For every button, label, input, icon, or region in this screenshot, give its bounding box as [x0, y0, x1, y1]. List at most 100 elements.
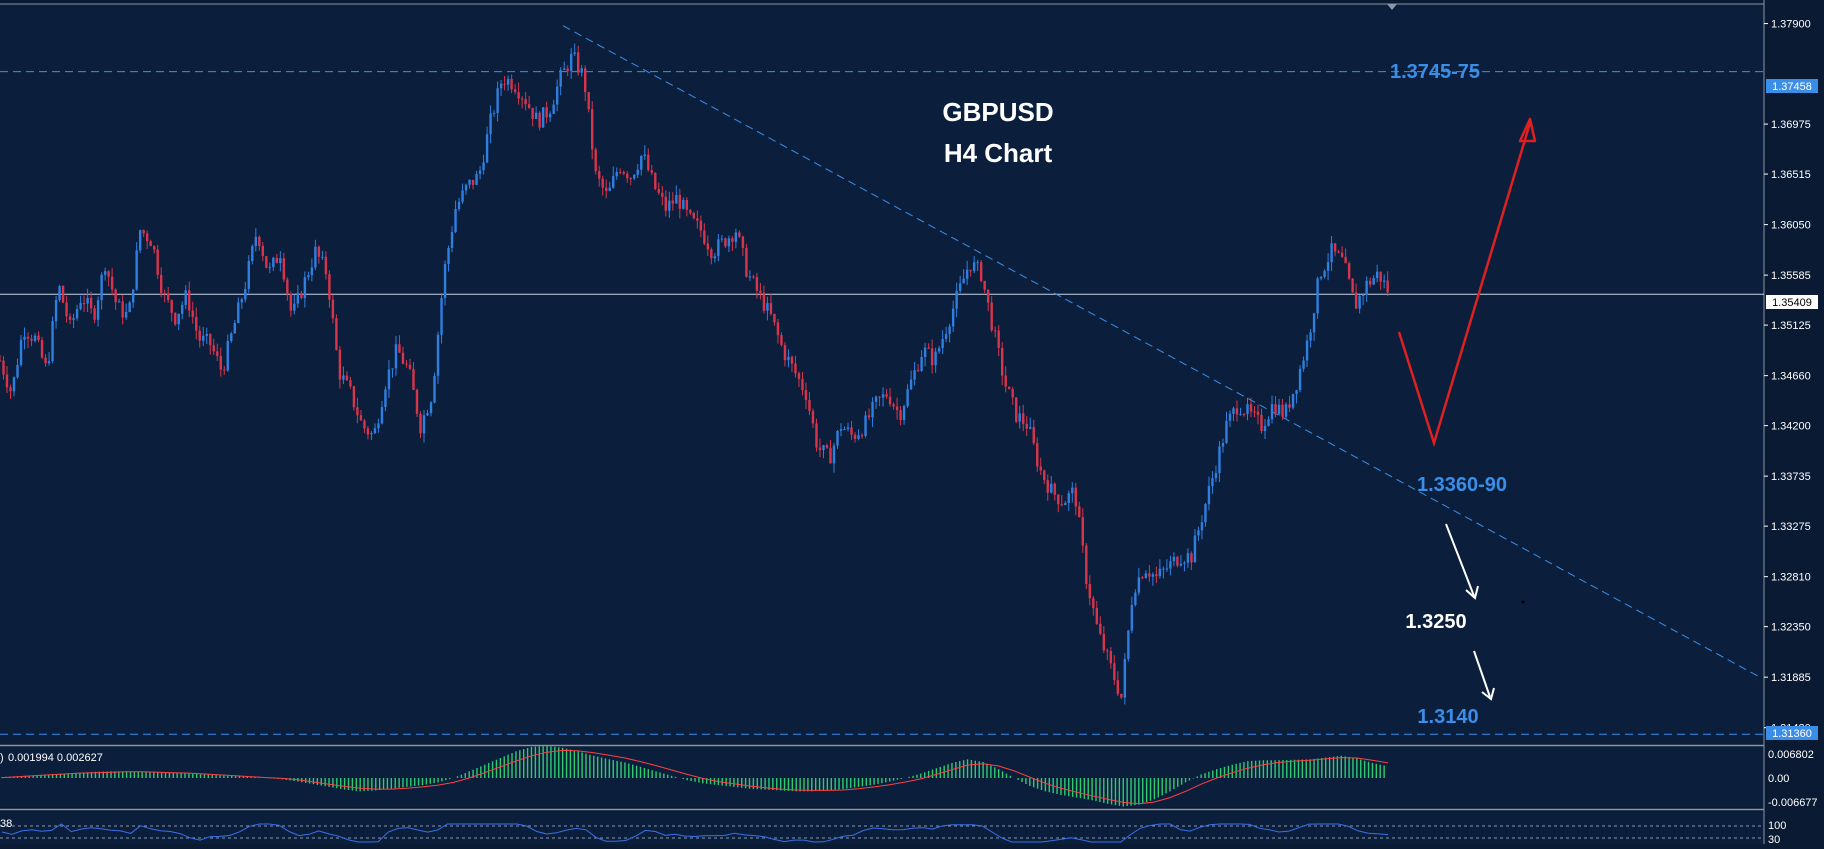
candle-body: [1067, 493, 1070, 504]
price-axis-tick-label: 1.34660: [1771, 371, 1811, 383]
candle-body: [1113, 663, 1116, 681]
candle-body: [1298, 368, 1302, 391]
candle-body: [30, 338, 33, 341]
candle-body: [591, 109, 594, 150]
candle-body: [177, 313, 180, 325]
candle-body: [923, 347, 927, 358]
candle-body: [1025, 423, 1028, 429]
candle-body: [580, 68, 583, 73]
candle-body: [1316, 278, 1319, 314]
candle-body: [1330, 243, 1333, 263]
candle-body: [282, 258, 286, 280]
candle-body: [86, 297, 89, 304]
candle-body: [89, 297, 93, 309]
candle-body: [867, 415, 871, 418]
candle-body: [1368, 280, 1372, 285]
candle-body: [906, 389, 909, 407]
candle-body: [969, 269, 972, 272]
candle-body: [174, 312, 177, 325]
candle-body: [26, 336, 30, 339]
candle-body: [811, 410, 815, 424]
candle-body: [117, 301, 121, 303]
candle-body: [251, 246, 254, 261]
macd-tick-high: 0.006802: [1768, 749, 1814, 761]
candle-body: [40, 340, 44, 358]
candle-body: [156, 249, 159, 275]
candle-body: [405, 363, 408, 365]
candle-body: [727, 238, 731, 247]
candle-body: [159, 274, 163, 293]
candle-body: [377, 423, 380, 429]
candle-body: [930, 348, 934, 366]
price-axis-tick-label: 1.32810: [1771, 572, 1811, 584]
price-tag-current-bg: [1766, 295, 1818, 309]
candle-body: [226, 341, 229, 371]
candle-body: [1109, 651, 1113, 664]
price-axis-tick-label: 1.33735: [1771, 471, 1811, 483]
candle-body: [1081, 517, 1084, 546]
candle-body: [128, 302, 131, 312]
candle-body: [1340, 252, 1344, 257]
candle-body: [1344, 256, 1347, 264]
candle-body: [713, 256, 717, 259]
candle-body: [962, 278, 965, 284]
candle-body: [892, 404, 895, 407]
candle-body: [100, 274, 103, 301]
price-tag-bottom-bg: [1766, 726, 1818, 740]
candle-body: [342, 375, 345, 380]
candle-body: [110, 276, 114, 290]
candle-body: [447, 248, 450, 264]
candle-body: [114, 289, 117, 303]
rsi-value-label: 38: [0, 818, 12, 830]
candle-body: [9, 387, 12, 392]
candle-body: [902, 406, 906, 421]
candle-body: [1039, 466, 1042, 471]
rsi-tick-low: 30: [1768, 834, 1780, 844]
candle-body: [1169, 561, 1172, 569]
candle-body: [394, 344, 398, 369]
level-label-trend: 1.3360-90: [1417, 474, 1507, 496]
chart-subtitle: H4 Chart: [944, 138, 1053, 168]
candle-body: [5, 374, 9, 388]
candle-body: [1186, 553, 1190, 563]
candle-body: [524, 99, 527, 105]
candle-body: [1141, 577, 1144, 579]
candle-body: [1106, 650, 1109, 652]
candle-body: [871, 401, 874, 418]
candle-body: [1382, 280, 1386, 282]
candle-body: [584, 68, 587, 93]
candle-body: [138, 230, 142, 251]
candle-body: [654, 172, 657, 190]
candle-body: [1123, 658, 1127, 698]
candle-body: [296, 292, 300, 304]
candle-body: [1225, 420, 1228, 444]
candle-body: [1326, 262, 1330, 271]
candle-body: [881, 394, 885, 398]
candle-body: [121, 301, 124, 318]
macd-values-label: 0.001994 0.002627: [8, 752, 103, 764]
candle-body: [762, 292, 766, 311]
candle-body: [303, 277, 307, 299]
candle-body: [202, 335, 205, 341]
candle-body: [107, 271, 110, 277]
candle-body: [934, 351, 937, 366]
candle-body: [1148, 573, 1151, 577]
candle-body: [1046, 480, 1049, 493]
candle-body: [997, 330, 1000, 348]
candle-body: [489, 113, 492, 135]
scroll-marker-icon[interactable]: [1387, 4, 1397, 10]
projection-down-arrowhead-2-icon: [1481, 687, 1495, 701]
candle-body: [745, 247, 748, 277]
candle-body: [61, 286, 65, 303]
candle-body: [1137, 577, 1141, 593]
candle-body: [913, 370, 916, 380]
candle-body: [846, 427, 850, 430]
price-axis-tick-label: 1.36050: [1771, 220, 1811, 232]
candle-body: [1284, 404, 1288, 417]
candle-body: [555, 86, 559, 105]
candle-body: [1204, 504, 1207, 523]
price-tag-top-bg: [1766, 79, 1818, 93]
candle-body: [724, 238, 727, 247]
candle-body: [1337, 251, 1340, 253]
